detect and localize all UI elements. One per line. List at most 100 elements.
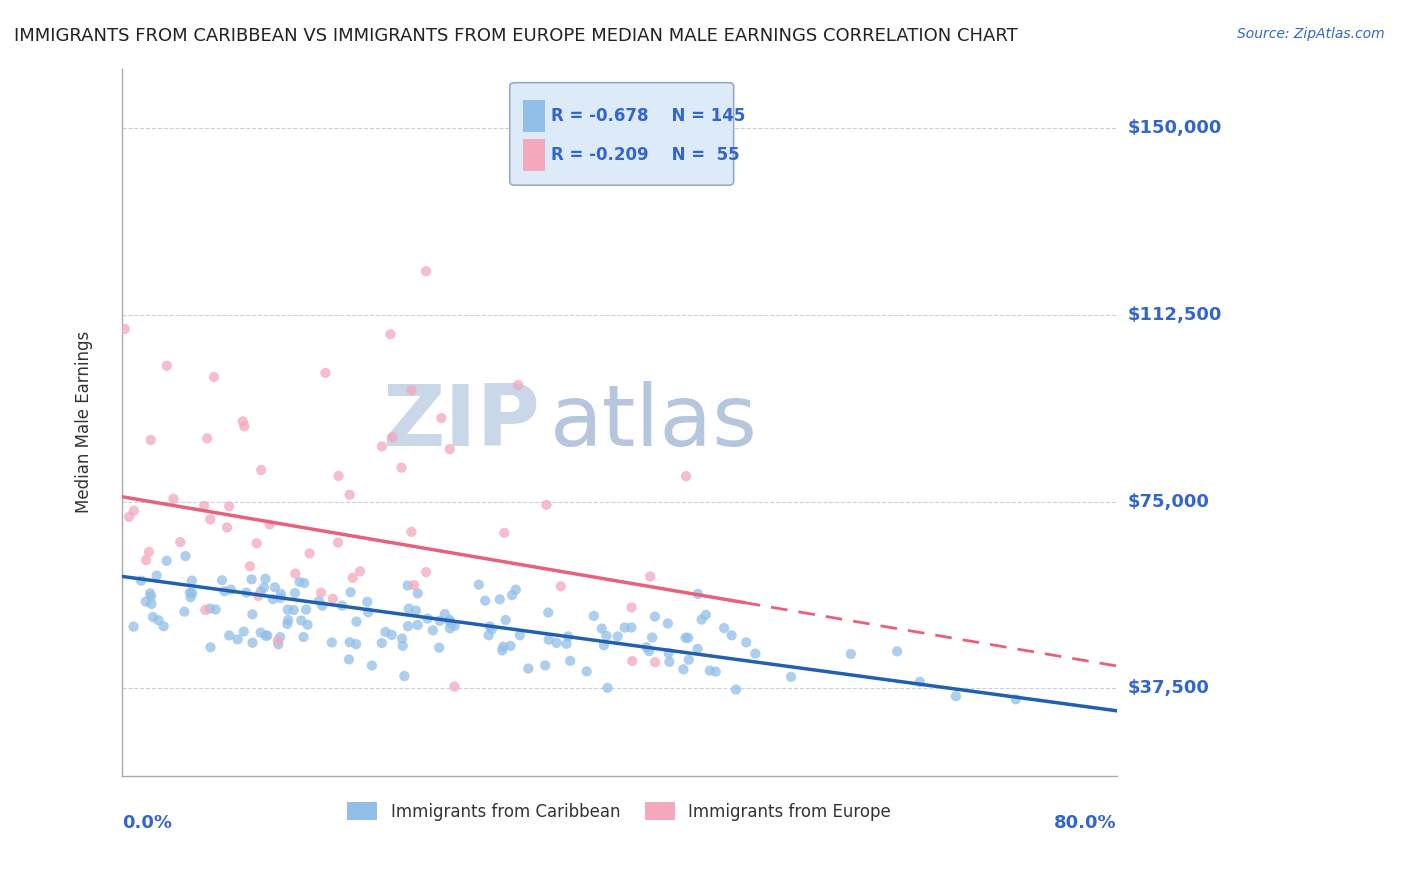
Point: [118, 509, 141, 524]
Point: [443, 619, 465, 633]
Point: [219, 582, 242, 597]
Point: [337, 652, 360, 666]
Point: [713, 621, 735, 635]
Point: [550, 579, 572, 593]
Point: [439, 621, 461, 635]
Point: [638, 569, 661, 583]
Point: [440, 616, 463, 631]
Point: [135, 594, 157, 608]
FancyBboxPatch shape: [523, 139, 544, 171]
Point: [145, 568, 167, 582]
Point: [575, 665, 598, 679]
Point: [277, 603, 299, 617]
Point: [488, 592, 510, 607]
Point: [499, 639, 522, 653]
Point: [284, 566, 307, 581]
Point: [277, 613, 299, 627]
Point: [591, 622, 613, 636]
Point: [297, 617, 319, 632]
Point: [381, 628, 404, 642]
Point: [360, 658, 382, 673]
Point: [474, 593, 496, 607]
Point: [249, 625, 271, 640]
Point: [246, 536, 269, 550]
Point: [283, 603, 305, 617]
Point: [391, 460, 413, 475]
Point: [690, 613, 713, 627]
Text: IMMIGRANTS FROM CARIBBEAN VS IMMIGRANTS FROM EUROPE MEDIAN MALE EARNINGS CORRELA: IMMIGRANTS FROM CARIBBEAN VS IMMIGRANTS …: [14, 27, 1018, 45]
Point: [267, 633, 290, 648]
Point: [492, 640, 515, 654]
Point: [536, 498, 558, 512]
Point: [295, 602, 318, 616]
Point: [371, 440, 394, 454]
Point: [253, 581, 276, 595]
Point: [555, 637, 578, 651]
Point: [658, 655, 681, 669]
Point: [908, 674, 931, 689]
Point: [620, 600, 643, 615]
Point: [1004, 692, 1026, 706]
Point: [415, 565, 437, 579]
Point: [557, 629, 579, 643]
Point: [537, 632, 560, 647]
Point: [886, 644, 908, 658]
Point: [644, 655, 666, 669]
Point: [193, 499, 215, 513]
Point: [371, 636, 394, 650]
Point: [129, 574, 152, 588]
Point: [292, 630, 315, 644]
Point: [644, 609, 666, 624]
Point: [339, 585, 361, 599]
Point: [148, 613, 170, 627]
Point: [537, 606, 560, 620]
Point: [433, 607, 456, 621]
Point: [675, 631, 697, 645]
Point: [326, 535, 349, 549]
Point: [152, 619, 174, 633]
Point: [169, 535, 191, 549]
Point: [415, 264, 437, 278]
Point: [501, 588, 523, 602]
Point: [259, 517, 281, 532]
Point: [780, 670, 803, 684]
Point: [139, 586, 162, 600]
Point: [676, 631, 699, 645]
Point: [945, 689, 967, 703]
Point: [401, 524, 423, 539]
Point: [657, 616, 679, 631]
Point: [546, 636, 568, 650]
Point: [478, 628, 501, 642]
Text: Source: ZipAtlas.com: Source: ZipAtlas.com: [1237, 27, 1385, 41]
Point: [195, 431, 218, 445]
Point: [269, 630, 291, 644]
Point: [416, 612, 439, 626]
Point: [232, 414, 254, 428]
Point: [592, 638, 614, 652]
Point: [226, 632, 249, 647]
Point: [422, 624, 444, 638]
Point: [443, 680, 465, 694]
Point: [254, 572, 277, 586]
Point: [406, 618, 429, 632]
Point: [263, 580, 285, 594]
Point: [699, 664, 721, 678]
Point: [468, 577, 491, 591]
Point: [173, 605, 195, 619]
Point: [250, 584, 273, 599]
Point: [724, 682, 747, 697]
Point: [242, 607, 264, 622]
Point: [321, 635, 343, 649]
Point: [391, 639, 413, 653]
Point: [181, 586, 204, 600]
Point: [638, 644, 661, 658]
Text: Median Male Earnings: Median Male Earnings: [75, 331, 93, 513]
Point: [478, 619, 501, 633]
Point: [330, 599, 353, 613]
Text: ZIP: ZIP: [382, 381, 540, 464]
Point: [139, 433, 162, 447]
Point: [439, 615, 461, 629]
Point: [613, 621, 636, 635]
Point: [349, 565, 371, 579]
Point: [620, 620, 643, 634]
